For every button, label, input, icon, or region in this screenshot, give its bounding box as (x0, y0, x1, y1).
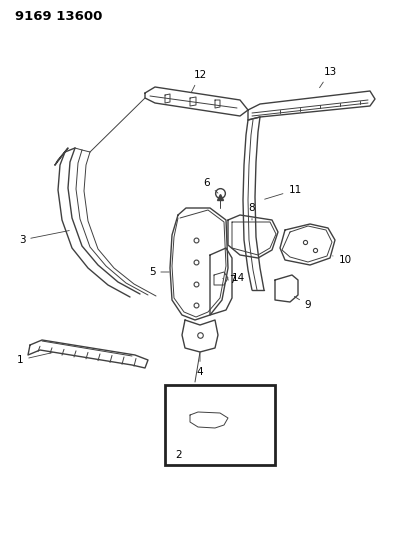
Text: 5: 5 (149, 267, 169, 277)
Text: 11: 11 (265, 185, 302, 199)
Text: 14: 14 (228, 273, 245, 283)
Text: 9: 9 (294, 296, 311, 310)
Text: 2: 2 (175, 450, 182, 460)
Text: 6: 6 (204, 178, 218, 193)
Text: 12: 12 (191, 70, 207, 93)
Text: 4: 4 (197, 353, 203, 377)
Text: 10: 10 (332, 255, 351, 265)
Text: 7: 7 (223, 275, 236, 285)
Bar (165, 385, 275, 465)
Text: 9169 13600: 9169 13600 (15, 10, 102, 23)
Text: 8: 8 (249, 203, 255, 220)
Text: 1: 1 (17, 353, 52, 365)
Text: 3: 3 (18, 231, 69, 245)
Text: 13: 13 (319, 67, 337, 88)
